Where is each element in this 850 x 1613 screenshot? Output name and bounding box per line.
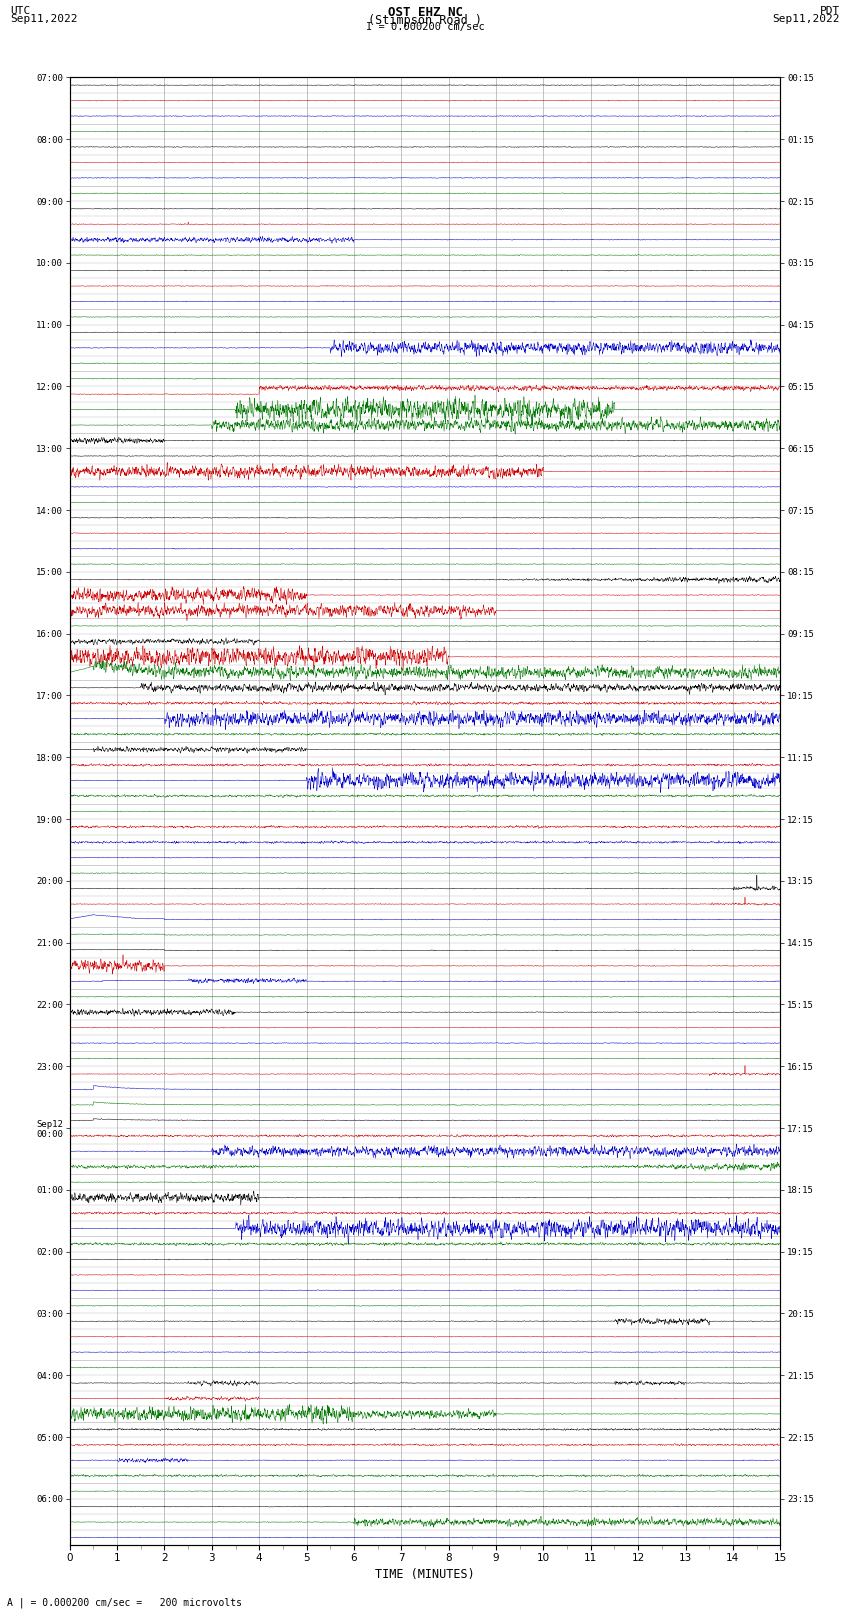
Text: (Stimpson Road ): (Stimpson Road ) [368,13,482,27]
Text: A | = 0.000200 cm/sec =   200 microvolts: A | = 0.000200 cm/sec = 200 microvolts [7,1597,241,1608]
Text: UTC: UTC [10,5,31,16]
X-axis label: TIME (MINUTES): TIME (MINUTES) [375,1568,475,1581]
Text: I = 0.000200 cm/sec: I = 0.000200 cm/sec [366,23,484,32]
Text: OST EHZ NC: OST EHZ NC [388,5,462,19]
Text: Sep11,2022: Sep11,2022 [773,13,840,24]
Text: PDT: PDT [819,5,840,16]
Text: Sep11,2022: Sep11,2022 [10,13,77,24]
